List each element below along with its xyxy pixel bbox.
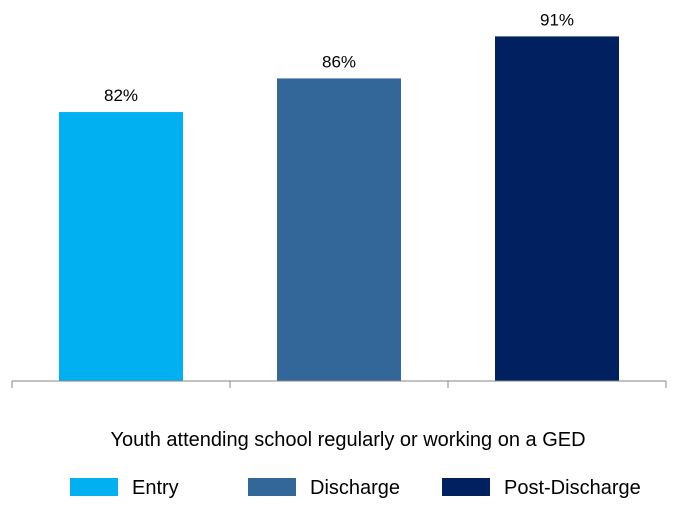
data-label: 91%	[540, 10, 574, 29]
legend-item-entry: Entry	[70, 477, 179, 499]
legend-label: Post-Discharge	[504, 477, 641, 499]
data-label: 82%	[104, 86, 138, 105]
legend-label: Entry	[132, 477, 179, 499]
bar-post-discharge	[495, 36, 619, 382]
legend: Entry Discharge Post-Discharge	[70, 477, 641, 499]
data-label: 86%	[322, 52, 356, 71]
x-axis	[11, 380, 667, 388]
legend-label: Discharge	[310, 477, 400, 499]
legend-item-discharge: Discharge	[248, 477, 400, 499]
legend-swatch	[70, 478, 118, 496]
legend-item-post-discharge: Post-Discharge	[442, 477, 641, 499]
bar-entry	[59, 112, 183, 382]
plot-area: 82% 86% 91%	[59, 10, 619, 382]
legend-swatch	[248, 478, 296, 496]
legend-swatch	[442, 478, 490, 496]
bar-discharge	[277, 78, 401, 381]
x-axis-label: Youth attending school regularly or work…	[110, 429, 585, 451]
